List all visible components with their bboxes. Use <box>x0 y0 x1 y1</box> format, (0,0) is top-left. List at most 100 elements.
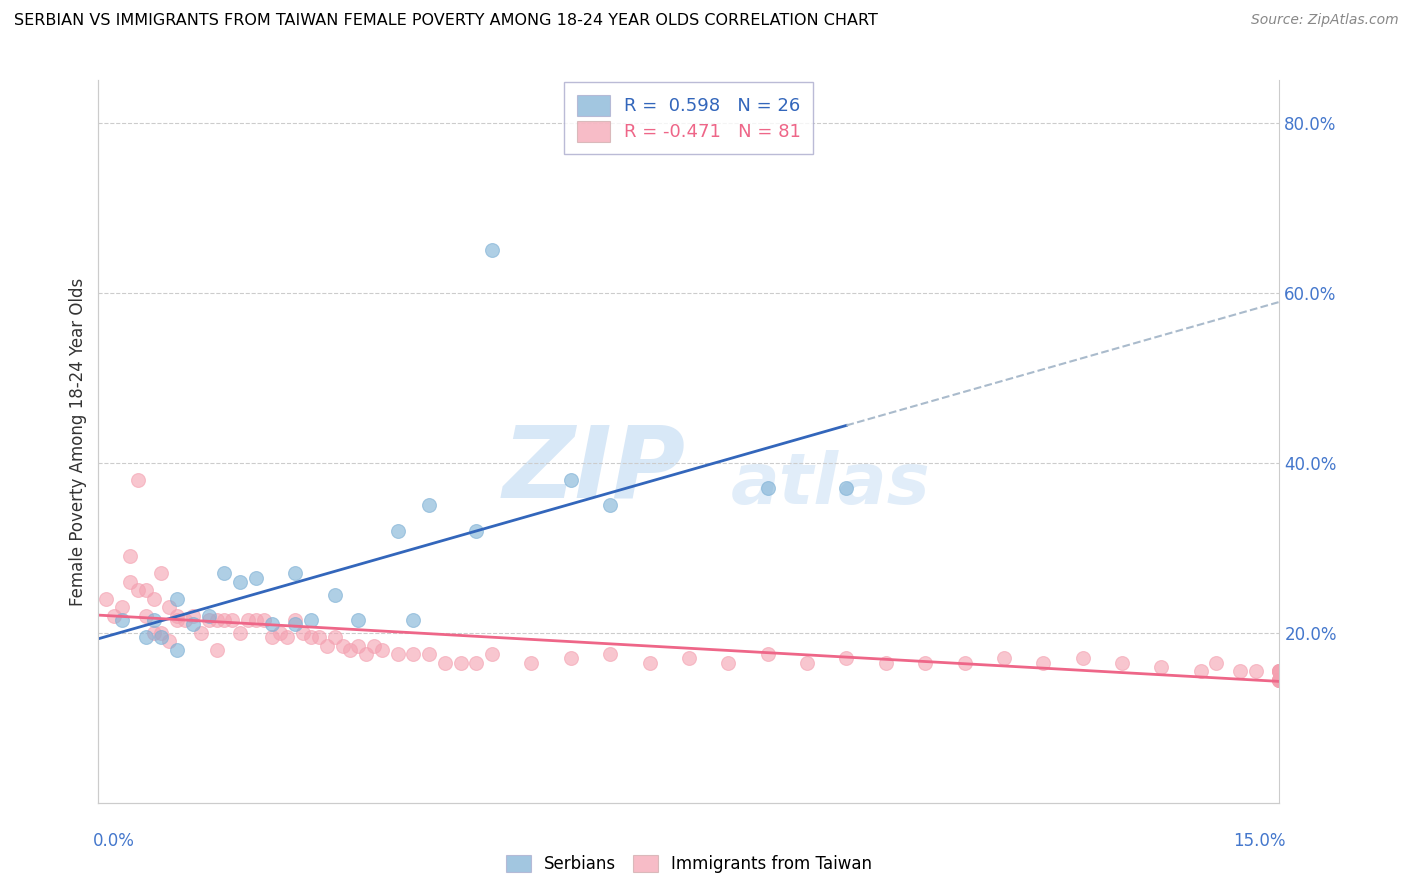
Point <box>560 473 582 487</box>
Point <box>150 625 173 640</box>
Point <box>260 630 283 644</box>
Point <box>315 639 337 653</box>
Point <box>914 656 936 670</box>
Point <box>481 647 503 661</box>
Point <box>142 613 165 627</box>
Point <box>197 613 219 627</box>
Point <box>111 600 134 615</box>
Point <box>1071 651 1094 665</box>
Point <box>1111 656 1133 670</box>
Point <box>308 630 330 644</box>
Point <box>332 639 354 653</box>
Point <box>450 656 472 670</box>
Point <box>993 651 1015 665</box>
Point <box>371 642 394 657</box>
Point <box>418 498 440 512</box>
Text: atlas: atlas <box>731 450 931 519</box>
Point <box>520 656 543 670</box>
Text: ZIP: ZIP <box>503 422 686 519</box>
Point <box>284 617 307 632</box>
Point <box>599 498 621 512</box>
Point <box>205 613 228 627</box>
Point <box>181 617 204 632</box>
Point <box>560 651 582 665</box>
Text: Source: ZipAtlas.com: Source: ZipAtlas.com <box>1251 13 1399 28</box>
Point <box>236 613 259 627</box>
Point <box>1268 673 1291 687</box>
Point <box>402 613 425 627</box>
Point <box>111 613 134 627</box>
Point <box>599 647 621 661</box>
Point <box>253 613 276 627</box>
Text: 15.0%: 15.0% <box>1233 831 1285 850</box>
Point <box>157 634 180 648</box>
Point <box>387 647 409 661</box>
Point <box>363 639 385 653</box>
Point <box>166 591 188 606</box>
Point <box>717 656 740 670</box>
Point <box>387 524 409 538</box>
Point <box>1229 664 1251 678</box>
Point <box>1189 664 1212 678</box>
Point <box>1244 664 1267 678</box>
Point <box>339 642 361 657</box>
Point <box>1268 673 1291 687</box>
Point <box>166 642 188 657</box>
Point <box>150 630 173 644</box>
Point <box>347 639 370 653</box>
Point <box>150 566 173 581</box>
Point <box>1150 660 1173 674</box>
Point <box>835 481 858 495</box>
Point <box>214 566 236 581</box>
Point <box>197 608 219 623</box>
Point <box>1268 673 1291 687</box>
Point <box>229 574 252 589</box>
Point <box>953 656 976 670</box>
Point <box>190 625 212 640</box>
Point <box>166 613 188 627</box>
Point <box>205 642 228 657</box>
Point <box>402 647 425 661</box>
Point <box>465 656 488 670</box>
Point <box>269 625 291 640</box>
Point <box>756 481 779 495</box>
Point <box>284 613 307 627</box>
Point <box>157 600 180 615</box>
Point <box>245 570 267 584</box>
Point <box>638 656 661 670</box>
Point <box>127 473 149 487</box>
Point <box>835 651 858 665</box>
Point <box>354 647 377 661</box>
Point <box>1268 664 1291 678</box>
Point <box>174 613 197 627</box>
Point <box>481 244 503 258</box>
Point <box>135 630 157 644</box>
Point <box>1268 664 1291 678</box>
Point <box>875 656 897 670</box>
Point <box>465 524 488 538</box>
Point <box>323 630 346 644</box>
Point <box>299 613 322 627</box>
Point <box>142 625 165 640</box>
Point <box>292 625 315 640</box>
Legend: Serbians, Immigrants from Taiwan: Serbians, Immigrants from Taiwan <box>498 847 880 881</box>
Point <box>678 651 700 665</box>
Y-axis label: Female Poverty Among 18-24 Year Olds: Female Poverty Among 18-24 Year Olds <box>69 277 87 606</box>
Point <box>118 549 141 564</box>
Point <box>1268 673 1291 687</box>
Point <box>1205 656 1227 670</box>
Point <box>1032 656 1054 670</box>
Point <box>284 566 307 581</box>
Point <box>1268 664 1291 678</box>
Point <box>276 630 298 644</box>
Point <box>229 625 252 640</box>
Point <box>127 583 149 598</box>
Point <box>135 608 157 623</box>
Point <box>245 613 267 627</box>
Text: SERBIAN VS IMMIGRANTS FROM TAIWAN FEMALE POVERTY AMONG 18-24 YEAR OLDS CORRELATI: SERBIAN VS IMMIGRANTS FROM TAIWAN FEMALE… <box>14 13 877 29</box>
Point <box>118 574 141 589</box>
Point <box>166 608 188 623</box>
Point <box>103 608 125 623</box>
Point <box>260 617 283 632</box>
Point <box>214 613 236 627</box>
